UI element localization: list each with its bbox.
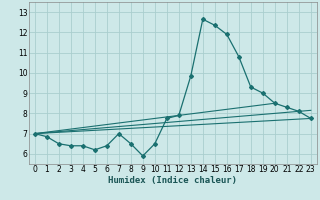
X-axis label: Humidex (Indice chaleur): Humidex (Indice chaleur) bbox=[108, 176, 237, 185]
